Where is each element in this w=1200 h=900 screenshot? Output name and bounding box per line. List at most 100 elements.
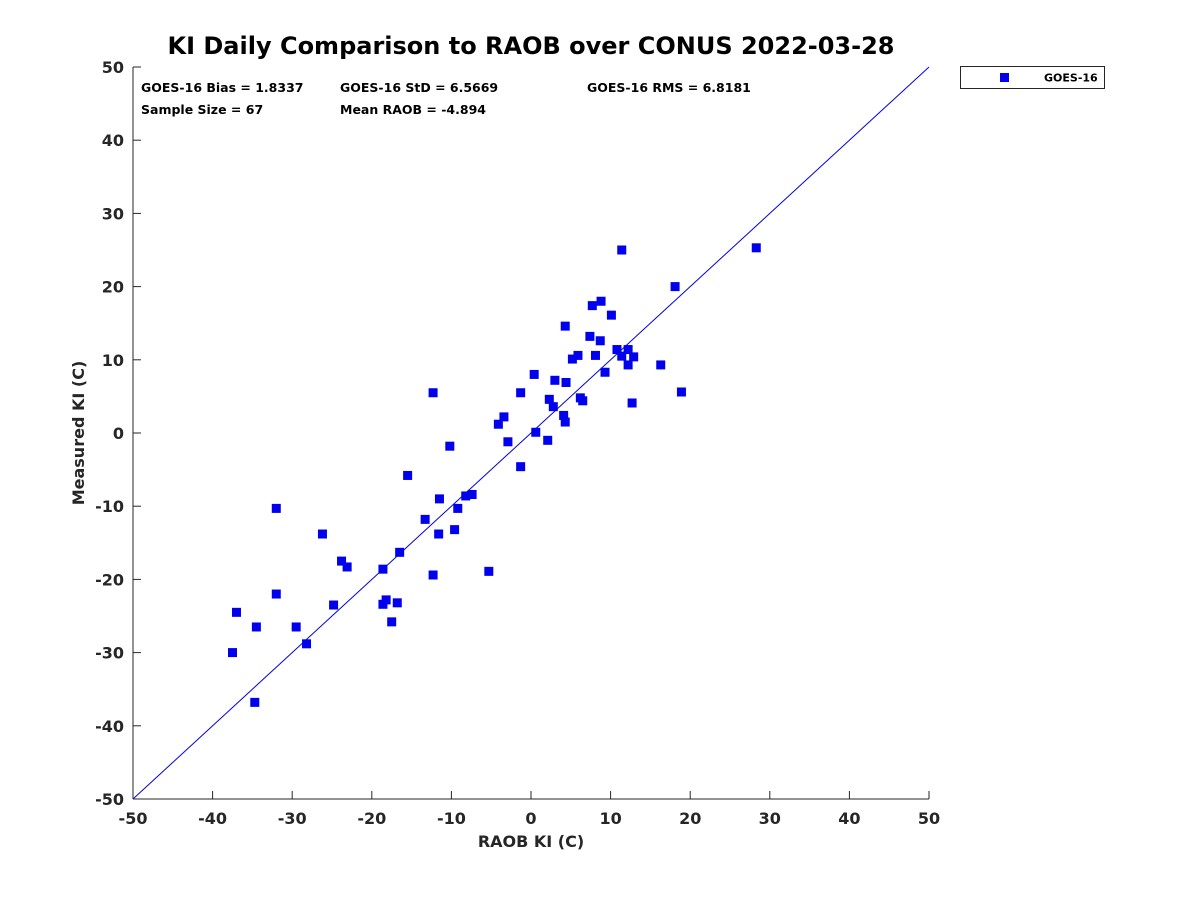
x-tick-label: -10 (437, 809, 466, 828)
data-point (302, 639, 312, 649)
y-tick-label: -20 (95, 570, 124, 589)
data-point (543, 435, 553, 445)
mean-raob-annotation: Mean RAOB = -4.894 (340, 102, 486, 117)
data-point (595, 336, 605, 346)
x-tick-label: -20 (357, 809, 386, 828)
data-point (561, 377, 571, 387)
data-point (544, 394, 554, 404)
sample-size-annotation: Sample Size = 67 (141, 102, 263, 117)
data-point (395, 547, 405, 557)
data-point (251, 622, 261, 632)
data-point (600, 367, 610, 377)
y-tick-label: 20 (102, 278, 124, 297)
data-point (550, 375, 560, 385)
data-point (617, 351, 627, 361)
x-tick-label: 40 (838, 809, 860, 828)
data-point (493, 419, 503, 429)
legend: GOES-16 (960, 66, 1105, 89)
x-tick-label: 30 (759, 809, 781, 828)
data-point (516, 388, 526, 398)
chart-title: KI Daily Comparison to RAOB over CONUS 2… (168, 32, 895, 60)
data-point (467, 489, 477, 499)
data-point (499, 412, 509, 422)
y-axis-ticks: 50 40 30 20 10 0 -10 -20 -30 -40 -50 (95, 58, 141, 809)
data-point (291, 622, 301, 632)
data-point (578, 396, 588, 406)
y-tick-label: 10 (102, 351, 124, 370)
y-tick-label: 0 (113, 424, 124, 443)
data-point (381, 595, 391, 605)
legend-marker (1000, 73, 1009, 82)
reference-line-layer (132, 66, 930, 800)
x-tick-label: -50 (119, 809, 148, 828)
one-to-one-line (132, 66, 930, 800)
rms-annotation: GOES-16 RMS = 6.8181 (587, 80, 751, 95)
data-point (228, 648, 237, 658)
data-point (503, 437, 513, 447)
x-tick-label: 10 (599, 809, 621, 828)
data-point (559, 410, 569, 420)
x-tick-label: 0 (525, 809, 536, 828)
data-point (271, 589, 281, 599)
data-point (629, 352, 639, 362)
y-tick-label: 40 (102, 131, 124, 150)
data-point (428, 570, 438, 580)
x-axis-label: RAOB KI (C) (478, 832, 584, 851)
data-point (434, 529, 444, 539)
data-point (623, 360, 633, 370)
data-point (337, 556, 347, 566)
data-point (342, 562, 352, 572)
bias-annotation: GOES-16 Bias = 1.8337 (141, 80, 303, 95)
data-point (596, 296, 606, 306)
x-tick-label: -30 (278, 809, 307, 828)
data-point (573, 350, 583, 360)
data-point (420, 514, 430, 524)
x-tick-label: -40 (198, 809, 227, 828)
data-point (450, 525, 460, 535)
y-axis-label: Measured KI (C) (69, 361, 88, 506)
data-point (623, 345, 633, 355)
data-point (612, 345, 622, 355)
data-point (590, 350, 600, 360)
y-tick-label: -10 (95, 497, 124, 516)
data-point (560, 417, 570, 427)
data-point (670, 282, 680, 292)
data-point (392, 598, 402, 608)
data-point (567, 354, 577, 364)
data-point (484, 566, 494, 576)
data-point (453, 503, 463, 513)
data-point (387, 617, 397, 627)
data-points (228, 243, 761, 707)
data-point (751, 243, 761, 253)
statistics-annotations: GOES-16 Bias = 1.8337 GOES-16 StD = 6.56… (141, 80, 751, 117)
y-tick-label: 50 (102, 58, 124, 77)
data-point (378, 564, 388, 574)
data-point (587, 301, 597, 311)
data-point (445, 441, 455, 451)
y-tick-label: -30 (95, 644, 124, 663)
x-axis-ticks: -50 -40 -30 -20 -10 0 10 20 30 40 50 (119, 791, 940, 828)
data-point (516, 462, 526, 472)
data-point (231, 607, 241, 617)
data-point (250, 697, 260, 707)
data-point (529, 369, 539, 379)
data-point (403, 470, 413, 480)
data-point (548, 402, 558, 412)
data-point (676, 387, 686, 397)
data-point (560, 321, 570, 331)
data-point (317, 529, 327, 539)
y-tick-label: 30 (102, 204, 124, 223)
data-point (531, 427, 541, 437)
data-point (461, 491, 471, 501)
data-point (585, 331, 595, 341)
legend-label: GOES-16 (1044, 72, 1098, 85)
data-point (428, 388, 438, 398)
data-point (434, 494, 444, 504)
data-point (656, 360, 666, 370)
x-tick-label: 20 (679, 809, 701, 828)
data-point (329, 600, 339, 610)
y-tick-label: -50 (95, 790, 124, 809)
std-annotation: GOES-16 StD = 6.5669 (340, 80, 498, 95)
data-point (627, 398, 637, 408)
